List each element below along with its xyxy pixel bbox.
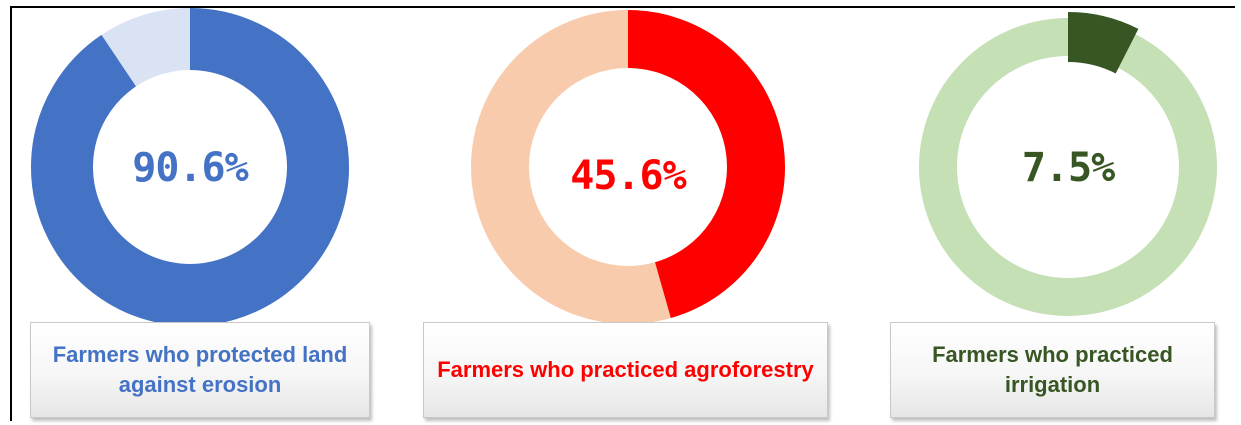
donut-panel-irrigation: 7.5% Farmers who practiced irrigation: [880, 0, 1241, 425]
donut-panel-agroforestry: 45.6% Farmers who practiced agroforestry: [420, 0, 840, 425]
donut-chart-erosion: 90.6%: [31, 8, 349, 322]
donut-value-label: 7.5%: [1022, 145, 1115, 191]
donut-chart-irrigation: 7.5%: [919, 12, 1217, 316]
donut-value-arc: [627, 10, 785, 319]
donut-title: Farmers who practiced agroforestry: [437, 357, 814, 382]
donut-chart-agroforestry: 45.6%: [471, 10, 785, 322]
donut-value-label: 45.6%: [570, 153, 686, 199]
donut-title-box: Farmers who practiced irrigation: [890, 322, 1215, 418]
donut-panel-erosion: 90.6% Farmers who protected land against…: [30, 0, 450, 425]
donut-title: Farmers who practiced irrigation: [932, 342, 1173, 397]
donut-value-arc: [1067, 12, 1139, 74]
donut-title-box: Farmers who protected land against erosi…: [30, 322, 370, 418]
donut-value-arc: [31, 8, 349, 322]
donut-value-label: 90.6%: [132, 145, 248, 191]
donut-title: Farmers who protected land against erosi…: [52, 342, 348, 397]
donut-title-box: Farmers who practiced agroforestry: [423, 322, 828, 418]
donut-track: [919, 18, 1217, 316]
figure-frame: [10, 6, 1235, 421]
